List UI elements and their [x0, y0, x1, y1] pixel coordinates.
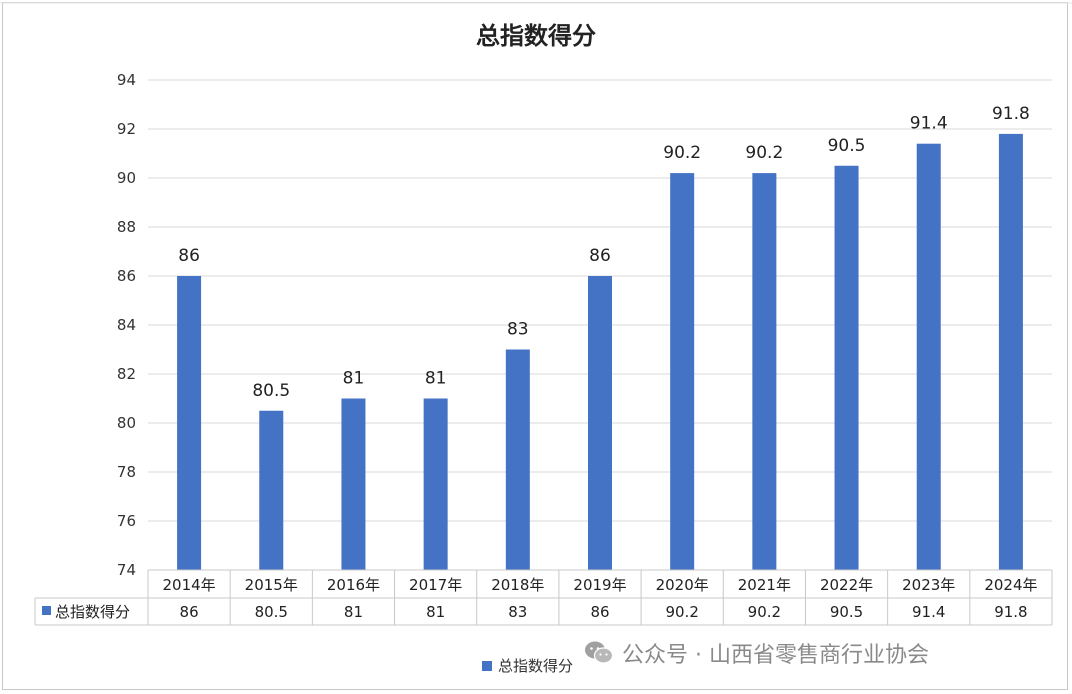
x-tick-label: 2014年: [162, 576, 215, 594]
table-value: 91.8: [994, 603, 1027, 621]
bar: [177, 276, 202, 570]
x-tick-label: 2022年: [820, 576, 873, 594]
table-value: 80.5: [255, 603, 288, 621]
legend-swatch: [482, 660, 492, 671]
x-tick-label: 2016年: [327, 576, 380, 594]
table-value: 91.4: [912, 603, 945, 621]
bar: [670, 173, 695, 570]
y-tick-label: 82: [117, 365, 136, 383]
data-label: 81: [425, 369, 447, 389]
y-tick-label: 90: [117, 169, 136, 187]
data-label: 91.8: [992, 104, 1030, 124]
bar: [916, 143, 941, 570]
y-tick-label: 92: [117, 120, 136, 138]
data-label: 81: [343, 369, 365, 389]
x-tick-label: 2024年: [984, 576, 1037, 594]
watermark-text: 公众号 · 山西省零售商行业协会: [622, 643, 929, 668]
x-tick-label: 2023年: [902, 576, 955, 594]
y-tick-label: 84: [117, 316, 136, 334]
x-tick-label: 2020年: [656, 576, 709, 594]
table-value: 81: [344, 603, 363, 621]
data-label: 80.5: [252, 381, 290, 401]
x-tick-label: 2015年: [245, 576, 298, 594]
data-label: 90.2: [663, 143, 701, 163]
table-value: 90.2: [748, 603, 781, 621]
table-value: 81: [426, 603, 445, 621]
y-tick-label: 78: [117, 463, 136, 481]
legend: 总指数得分: [482, 655, 573, 676]
table-legend-swatch: [42, 606, 51, 615]
y-tick-label: 86: [117, 267, 136, 285]
bar: [423, 398, 448, 570]
data-label: 86: [178, 246, 200, 266]
table-value: 86: [180, 603, 199, 621]
legend-label: 总指数得分: [498, 657, 574, 675]
x-tick-label: 2019年: [573, 576, 626, 594]
table-value: 86: [590, 603, 609, 621]
wechat-icon: [585, 641, 614, 664]
data-label: 91.4: [910, 114, 948, 134]
x-tick-label: 2017年: [409, 576, 462, 594]
y-tick-label: 76: [117, 512, 136, 530]
table-value: 90.2: [665, 603, 698, 621]
table-value: 90.5: [830, 603, 863, 621]
y-tick-label: 94: [117, 71, 136, 89]
data-label: 90.2: [745, 143, 783, 163]
bar: [588, 276, 612, 570]
table-row-header: 总指数得分: [55, 603, 130, 621]
data-label: 86: [589, 246, 611, 266]
bar: [259, 410, 284, 570]
bar: [341, 398, 366, 570]
watermark: 公众号 · 山西省零售商行业协会: [584, 636, 929, 670]
bar: [834, 165, 859, 570]
bar: [752, 173, 777, 570]
x-tick-label: 2021年: [738, 576, 791, 594]
y-tick-label: 88: [117, 218, 136, 236]
x-tick-label: 2018年: [491, 576, 544, 594]
bar: [505, 349, 530, 570]
data-label: 90.5: [828, 136, 866, 156]
y-tick-label: 80: [117, 414, 136, 432]
chart-title: 总指数得分: [476, 22, 596, 50]
y-tick-label: 74: [117, 561, 136, 579]
data-label: 83: [507, 320, 529, 340]
table-value: 83: [508, 603, 527, 621]
bar: [998, 133, 1023, 570]
